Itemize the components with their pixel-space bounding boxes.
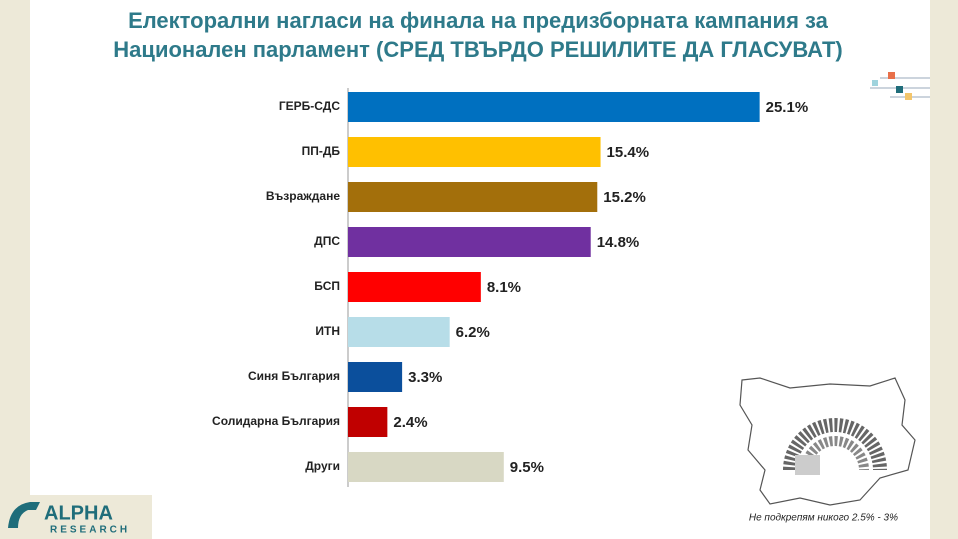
map-illustration: [739, 377, 916, 506]
slide-panel: [30, 0, 930, 539]
category-label: БСП: [314, 279, 340, 293]
bar: [348, 317, 450, 347]
bar: [348, 362, 403, 392]
bar: [348, 452, 504, 482]
decoration: [870, 72, 930, 100]
value-label: 14.8%: [597, 234, 640, 251]
category-label: Солидарна България: [212, 414, 340, 428]
logo: ALPHA RESEARCH: [0, 495, 152, 539]
bar: [348, 227, 591, 257]
bar: [348, 137, 601, 167]
category-label: Други: [305, 459, 340, 473]
category-label: ПП-ДБ: [302, 144, 341, 158]
category-label: ДПС: [314, 234, 340, 248]
value-label: 6.2%: [456, 324, 490, 341]
bar: [348, 272, 481, 302]
value-label: 9.5%: [510, 459, 544, 476]
chart-title: Национален парламент (СРЕД ТВЪРДО РЕШИЛИ…: [113, 37, 842, 62]
footnote: Не подкрепям никого 2.5% - 3%: [749, 513, 898, 524]
value-label: 25.1%: [766, 99, 809, 116]
value-label: 15.2%: [603, 189, 646, 206]
category-label: ИТН: [315, 324, 340, 338]
logo-sub: RESEARCH: [50, 525, 130, 536]
bar: [348, 182, 598, 212]
bar: [348, 407, 388, 437]
value-label: 8.1%: [487, 279, 521, 296]
bar: [348, 92, 760, 122]
value-label: 3.3%: [408, 369, 442, 386]
logo-name: ALPHA: [44, 502, 113, 524]
category-label: Възраждане: [266, 189, 340, 203]
value-label: 15.4%: [607, 144, 650, 161]
chart-title: Електорални нагласи на финала на предизб…: [128, 8, 829, 33]
value-label: 2.4%: [393, 414, 427, 431]
category-label: Синя България: [248, 369, 340, 383]
category-label: ГЕРБ-СДС: [279, 99, 340, 113]
